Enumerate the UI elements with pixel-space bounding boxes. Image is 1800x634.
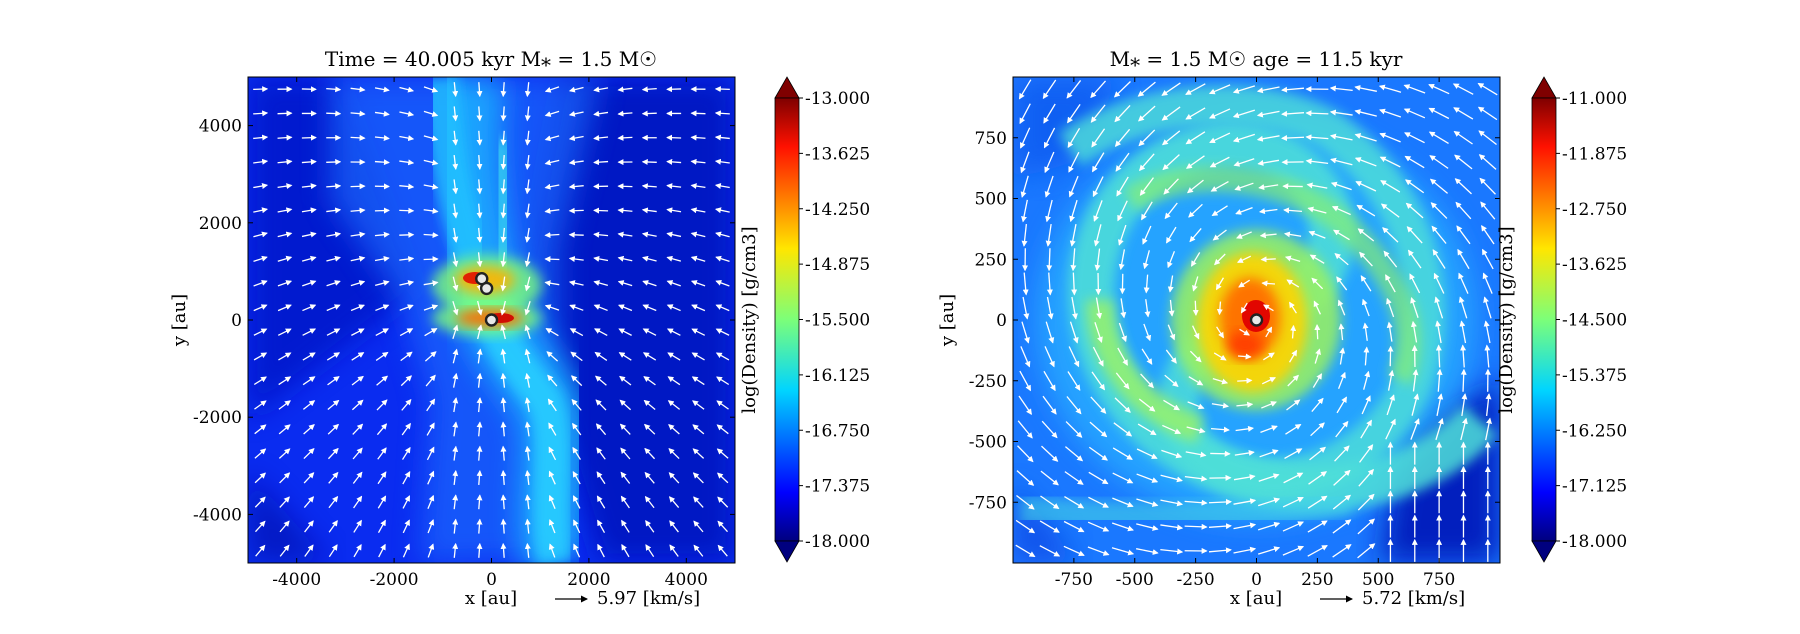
panel-right-colorbar-tick-label: -12.750 [1562, 200, 1627, 220]
panel-left-y-tick-label: -2000 [193, 408, 242, 428]
panel-right-colorbar-tick-label: -11.000 [1562, 89, 1627, 109]
panel-right-y-tick-label: -750 [969, 493, 1007, 513]
panel-left-y-tick-label: 4000 [199, 117, 242, 137]
panel-right-y-tick-label: 250 [975, 250, 1007, 270]
panel-left-y-label: y [au] [169, 294, 190, 347]
panel-left-colorbar-tick-label: -17.375 [805, 477, 870, 497]
panel-left-title: Time = 40.005 kyr M⁎ = 1.5 M☉ [325, 47, 657, 71]
panel-right-x-tick-label: -500 [1116, 570, 1154, 590]
panel-right-x-tick-label: 500 [1362, 570, 1394, 590]
panel-right-x-tick-label: -750 [1055, 570, 1093, 590]
panel-right-density-map [1013, 77, 1500, 563]
panel-right-colorbar-tick-label: -18.000 [1562, 532, 1627, 552]
panel-right-y-tick-label: 500 [975, 190, 1007, 210]
panel-right-colorbar-tick-label: -16.250 [1562, 421, 1627, 441]
panel-right-y-label: y [au] [937, 294, 958, 347]
velocity-vector [326, 113, 340, 114]
panel-right-sink-particles [1251, 315, 1262, 326]
panel-left-x-tick-label: 0 [486, 570, 497, 590]
panel-right-colorbar-tick-label: -15.375 [1562, 366, 1627, 386]
panel-left-density-map [248, 77, 735, 563]
panel-left-x-label: x [au] [465, 588, 517, 609]
panel-right-title: M⁎ = 1.5 M☉ age = 11.5 kyr [1110, 47, 1403, 71]
velocity-vector [1185, 526, 1207, 527]
velocity-vector [716, 113, 730, 114]
panel-left-colorbar-max-extend [775, 77, 799, 98]
panel-left-x-tick-label: 2000 [567, 570, 610, 590]
panel-left-colorbar-tick-label: -14.875 [805, 255, 870, 275]
panel-right-x-tick-label: -250 [1177, 570, 1215, 590]
velocity-vector [351, 137, 365, 138]
velocity-vector [1463, 370, 1464, 392]
panel-right-y-tick-label: -250 [969, 372, 1007, 392]
panel-left-x-tick-label: -2000 [370, 570, 419, 590]
panel-left-colorbar-tick-label: -16.750 [805, 421, 870, 441]
panel-right-x-label: x [au] [1230, 588, 1282, 609]
velocity-vector [1049, 248, 1050, 270]
panel-left-colorbar-tick-label: -14.250 [805, 200, 870, 220]
panel-right-colorbar-min-extend [1532, 541, 1556, 562]
panel-left-colorbar: -13.000 -13.625 -14.250 -14.875 -15.500 -16.1… [739, 77, 870, 562]
panel-left-colorbar-min-extend [775, 541, 799, 562]
panel-left-colorbar-tick-label: -13.000 [805, 89, 870, 109]
panel-right: M⁎ = 1.5 M☉ age = 11.5 kyr [937, 47, 1627, 609]
panel-right-colorbar-tick-label: -11.875 [1562, 144, 1627, 164]
panel-left-colorbar-tick-label: -16.125 [805, 366, 870, 386]
velocity-vector [253, 113, 267, 114]
velocity-vector [1195, 301, 1196, 315]
velocity-vector [1237, 380, 1251, 381]
panel-right-colorbar-max-extend [1532, 77, 1556, 98]
panel-right-x-tick-label: 250 [1301, 570, 1333, 590]
panel-right-y-tick-label: 0 [996, 311, 1007, 331]
panel-left-x-tick-label: 4000 [665, 570, 708, 590]
panel-right-y-tick-label: 750 [975, 129, 1007, 149]
panel-right-x-tick-label: 750 [1423, 570, 1455, 590]
panel-left-x-tick-label: -4000 [272, 570, 321, 590]
panel-right-colorbar-tick-label: -17.125 [1562, 477, 1627, 497]
velocity-vector [1262, 259, 1276, 260]
panel-left: Time = 40.005 kyr M⁎ = 1.5 M☉ [169, 47, 870, 609]
velocity-vector [1306, 113, 1328, 114]
panel-right-colorbar: -11.000 -11.875 -12.750 -13.625 -14.500 -15.3… [1496, 77, 1627, 562]
panel-right-vector-key-label: 5.72 [km/s] [1362, 588, 1465, 609]
velocity-vector [545, 235, 559, 236]
panel-right-x-tick-label: 0 [1251, 570, 1262, 590]
panel-left-y-tick-label: -4000 [193, 505, 242, 525]
sink-particle [1251, 315, 1262, 326]
panel-left-colorbar-tick-label: -13.625 [805, 144, 870, 164]
panel-left-y-tick-label: 0 [231, 311, 242, 331]
sink-particle [486, 315, 497, 326]
panel-left-vector-key-label: 5.97 [km/s] [597, 588, 700, 609]
panel-left-colorbar-tick-label: -15.500 [805, 311, 870, 331]
panel-left-y-tick-label: 2000 [199, 214, 242, 234]
panel-right-colorbar-tick-label: -14.500 [1562, 311, 1627, 331]
velocity-vector [424, 235, 438, 236]
velocity-vector [618, 137, 632, 138]
velocity-vector [1317, 325, 1318, 339]
panel-right-y-tick-label: -500 [969, 433, 1007, 453]
panel-left-colorbar-tick-label: -18.000 [805, 532, 870, 552]
sink-particle [481, 283, 492, 294]
panel-right-colorbar-tick-label: -13.625 [1562, 255, 1627, 275]
panel-right-colorbar-label: log(Density) [g/cm3] [1496, 226, 1517, 413]
panel-left-colorbar-label: log(Density) [g/cm3] [739, 226, 760, 413]
velocity-vector [643, 113, 657, 114]
